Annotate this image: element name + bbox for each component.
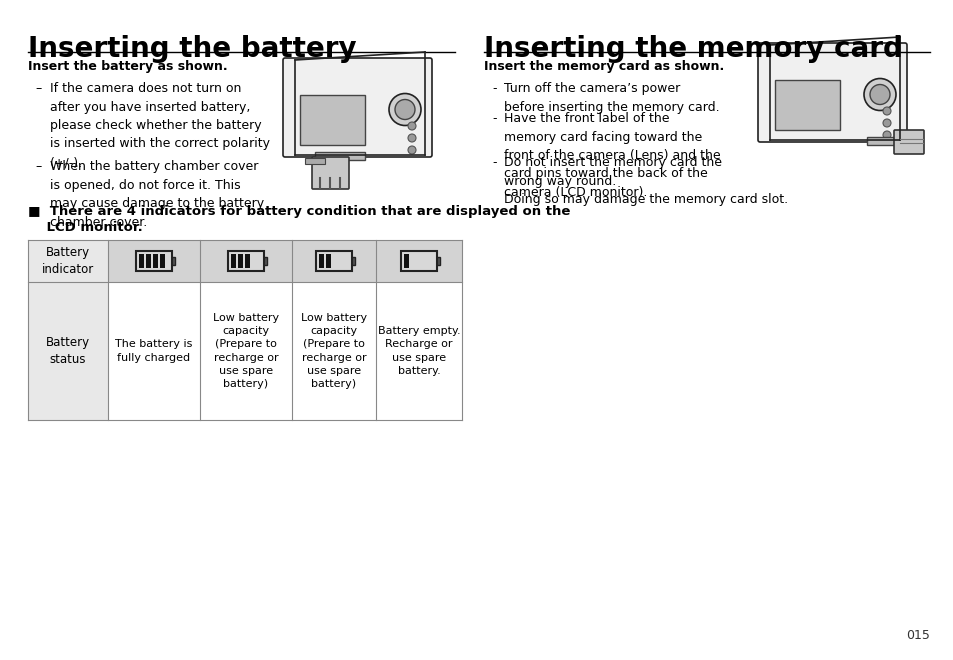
Circle shape	[389, 94, 420, 125]
Text: Inserting the memory card: Inserting the memory card	[483, 35, 902, 63]
Text: When the battery chamber cover
is opened, do not force it. This
may cause damage: When the battery chamber cover is opened…	[50, 160, 264, 228]
Bar	[136, 251, 172, 271]
Bar	[305, 158, 325, 164]
Text: –: –	[35, 82, 41, 95]
Bar	[28, 282, 461, 420]
Bar	[403, 254, 409, 268]
Bar	[436, 257, 440, 265]
Text: Battery
indicator: Battery indicator	[42, 246, 94, 276]
Circle shape	[869, 84, 889, 104]
Bar	[299, 95, 365, 145]
Text: ■  There are 4 indicators for battery condition that are displayed on the: ■ There are 4 indicators for battery con…	[28, 205, 570, 218]
Text: Inserting the battery: Inserting the battery	[28, 35, 356, 63]
Bar	[231, 254, 236, 268]
Text: Battery
status: Battery status	[46, 336, 90, 366]
Text: 015: 015	[905, 629, 929, 642]
FancyBboxPatch shape	[758, 43, 906, 142]
Text: -: -	[492, 82, 496, 95]
Text: Low battery
capacity
(Prepare to
recharge or
use spare
battery): Low battery capacity (Prepare to recharg…	[213, 313, 279, 389]
Text: –: –	[35, 160, 41, 173]
Bar	[326, 254, 331, 268]
Text: Turn off the camera’s power
before inserting the memory card.: Turn off the camera’s power before inser…	[503, 82, 719, 114]
Circle shape	[408, 146, 416, 154]
FancyBboxPatch shape	[283, 58, 432, 157]
Text: Insert the battery as shown.: Insert the battery as shown.	[28, 60, 228, 73]
Text: Insert the memory card as shown.: Insert the memory card as shown.	[483, 60, 723, 73]
Bar	[146, 254, 152, 268]
Text: If the camera does not turn on
after you have inserted battery,
please check whe: If the camera does not turn on after you…	[50, 82, 270, 169]
Bar	[172, 257, 175, 265]
Text: Battery empty.
Recharge or
use spare
battery.: Battery empty. Recharge or use spare bat…	[377, 326, 460, 376]
Bar	[314, 152, 365, 160]
Text: LCD monitor.: LCD monitor.	[28, 221, 143, 234]
Text: Low battery
capacity
(Prepare to
recharge or
use spare
battery): Low battery capacity (Prepare to recharg…	[300, 313, 367, 389]
Bar	[245, 254, 251, 268]
Text: Do not insert the memory card the
wrong way round.
Doing so may damage the memor: Do not insert the memory card the wrong …	[503, 156, 787, 206]
Bar	[400, 251, 436, 271]
Circle shape	[882, 131, 890, 139]
FancyBboxPatch shape	[893, 130, 923, 154]
Circle shape	[882, 107, 890, 115]
Bar	[866, 137, 896, 145]
Bar	[315, 251, 352, 271]
Bar	[318, 254, 324, 268]
Circle shape	[863, 79, 895, 110]
Bar	[139, 254, 144, 268]
Bar	[28, 282, 108, 420]
Bar	[774, 80, 840, 130]
Circle shape	[408, 134, 416, 142]
Bar	[352, 257, 355, 265]
Text: Have the front label of the
memory card facing toward the
front of the camera (L: Have the front label of the memory card …	[503, 112, 720, 199]
Bar	[28, 240, 461, 282]
Bar	[152, 254, 158, 268]
Bar	[160, 254, 165, 268]
Text: -: -	[492, 112, 496, 125]
Circle shape	[882, 119, 890, 127]
Text: -: -	[492, 156, 496, 169]
Circle shape	[408, 122, 416, 130]
FancyBboxPatch shape	[312, 157, 349, 189]
Bar	[264, 257, 267, 265]
Bar	[228, 251, 264, 271]
Bar	[28, 240, 108, 282]
Circle shape	[395, 100, 415, 119]
Bar	[237, 254, 243, 268]
Text: The battery is
fully charged: The battery is fully charged	[115, 339, 193, 362]
